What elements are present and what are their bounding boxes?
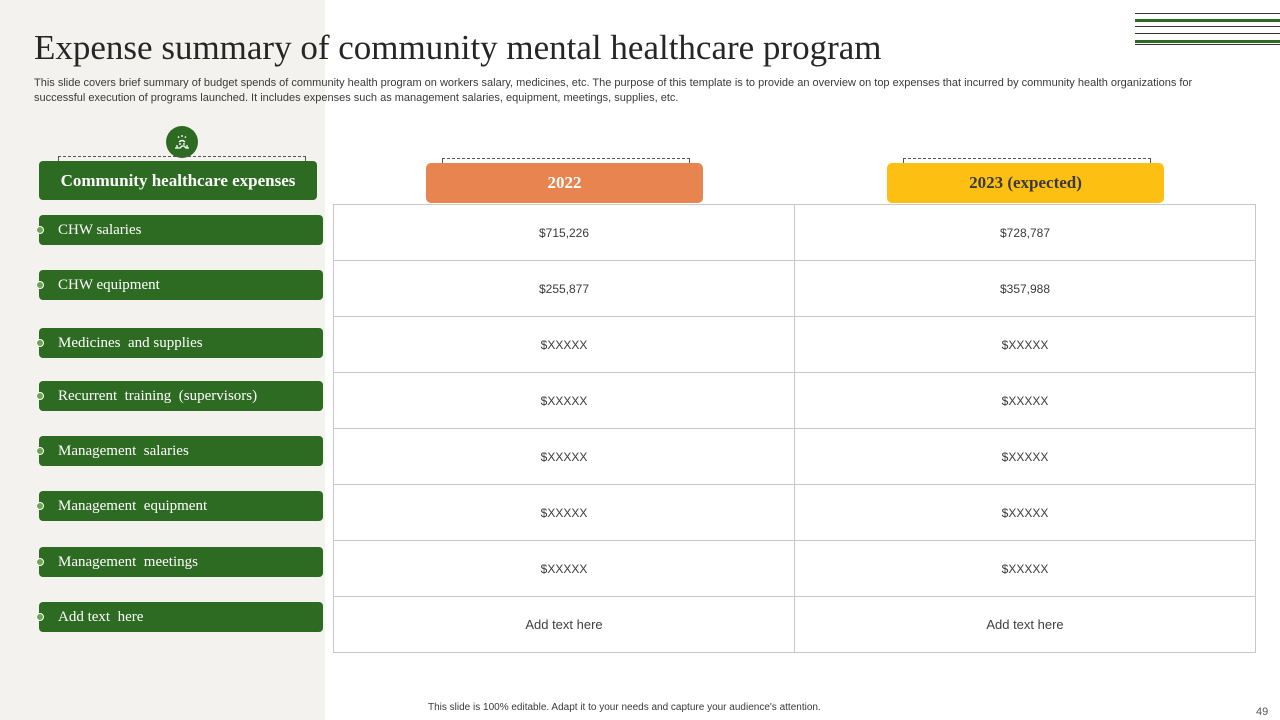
dashed-bracket	[442, 158, 690, 163]
bullet-dot	[36, 558, 44, 566]
healthcare-hands-icon	[166, 126, 198, 158]
left-panel-background	[0, 0, 325, 720]
table-row: $XXXXX $XXXXX	[333, 372, 1256, 429]
table-row: $255,877 $357,988	[333, 260, 1256, 317]
value-2022: $XXXXX	[333, 540, 795, 597]
value-2023: $XXXXX	[794, 316, 1256, 373]
bullet-dot	[36, 392, 44, 400]
footer-note: This slide is 100% editable. Adapt it to…	[428, 702, 821, 713]
page-title: Expense summary of community mental heal…	[34, 28, 882, 67]
value-2023: $357,988	[794, 260, 1256, 317]
table-row: $XXXXX $XXXXX	[333, 428, 1256, 485]
expense-category-item: CHW salaries	[36, 215, 323, 245]
expense-category-item: CHW equipment	[36, 270, 323, 300]
expense-table: $715,226 $728,787 $255,877 $357,988 $XXXXX…	[333, 204, 1256, 653]
expense-category-label: Recurrent training (supervisors)	[58, 387, 258, 404]
bullet-dot	[36, 339, 44, 347]
value-2022: $715,226	[333, 204, 795, 261]
value-2022: $XXXXX	[333, 484, 795, 541]
page-subtitle: This slide covers brief summary of budge…	[34, 77, 1193, 104]
expense-category-item: Management salaries	[36, 436, 323, 466]
value-2022: $XXXXX	[333, 428, 795, 485]
dashed-bracket	[58, 156, 306, 161]
table-row: $XXXXX $XXXXX	[333, 316, 1256, 373]
dashed-bracket	[903, 158, 1151, 163]
decorative-lines	[1135, 13, 1280, 45]
bullet-dot	[36, 613, 44, 621]
value-2022: $XXXXX	[333, 316, 795, 373]
row-header-label: Community healthcare expenses	[39, 161, 317, 200]
column-header-2023: 2023 (expected)	[887, 163, 1164, 203]
value-2023: $XXXXX	[794, 372, 1256, 429]
column-header-2022: 2022	[426, 163, 703, 203]
bullet-dot	[36, 502, 44, 510]
expense-category-label: Management salaries	[58, 442, 189, 459]
expense-category-item: Management meetings	[36, 547, 323, 577]
expense-category-item: Medicines and supplies	[36, 328, 323, 358]
value-2023: $XXXXX	[794, 428, 1256, 485]
table-row: $715,226 $728,787	[333, 204, 1256, 261]
bullet-dot	[36, 447, 44, 455]
expense-category-label: CHW salaries	[58, 221, 142, 238]
value-2022: $255,877	[333, 260, 795, 317]
expense-category-item: Add text here	[36, 602, 323, 632]
table-row: Add text here Add text here	[333, 596, 1256, 653]
value-2022: $XXXXX	[333, 372, 795, 429]
value-2023: $XXXXX	[794, 540, 1256, 597]
expense-category-item: Management equipment	[36, 491, 323, 521]
table-row: $XXXXX $XXXXX	[333, 484, 1256, 541]
expense-category-label: Medicines and supplies	[58, 334, 203, 351]
expense-category-label: Management meetings	[58, 553, 198, 570]
bullet-dot	[36, 281, 44, 289]
expense-category-item: Recurrent training (supervisors)	[36, 381, 323, 411]
expense-category-label: CHW equipment	[58, 276, 160, 293]
value-2023: Add text here	[794, 596, 1256, 653]
bullet-dot	[36, 226, 44, 234]
table-row: $XXXXX $XXXXX	[333, 540, 1256, 597]
value-2023: $XXXXX	[794, 484, 1256, 541]
expense-category-label: Management equipment	[58, 497, 208, 514]
expense-category-label: Add text here	[58, 608, 144, 625]
value-2023: $728,787	[794, 204, 1256, 261]
value-2022: Add text here	[333, 596, 795, 653]
page-number: 49	[1256, 706, 1269, 718]
